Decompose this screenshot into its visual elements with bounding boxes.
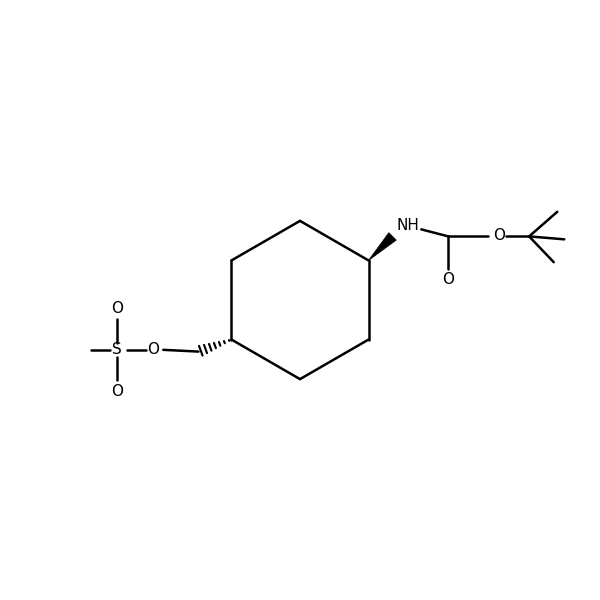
Text: O: O: [111, 384, 123, 399]
Text: O: O: [442, 272, 454, 287]
Text: O: O: [493, 229, 505, 244]
Text: S: S: [112, 343, 122, 358]
Text: O: O: [147, 343, 159, 358]
Polygon shape: [368, 233, 396, 260]
Text: O: O: [111, 301, 123, 316]
Text: NH: NH: [397, 218, 420, 233]
